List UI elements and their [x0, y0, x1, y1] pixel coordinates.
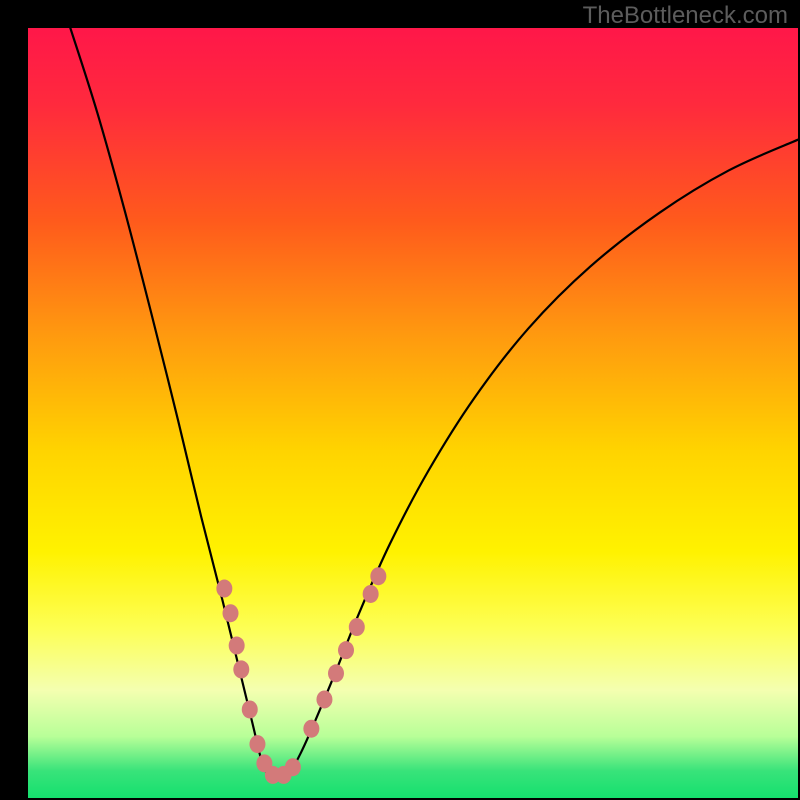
- data-dot: [233, 660, 249, 678]
- chart-svg: [28, 28, 798, 798]
- watermark-text: TheBottleneck.com: [583, 2, 788, 30]
- data-dot: [242, 700, 258, 718]
- data-dot: [249, 735, 265, 753]
- data-dot: [229, 637, 245, 655]
- data-dot: [285, 758, 301, 776]
- data-dot: [363, 585, 379, 603]
- gradient-background: [28, 28, 798, 798]
- data-dot: [328, 664, 344, 682]
- data-dot: [216, 580, 232, 598]
- data-dot: [223, 604, 239, 622]
- data-dot: [316, 690, 332, 708]
- data-dot: [303, 720, 319, 738]
- data-dot: [338, 641, 354, 659]
- chart-container: TheBottleneck.com: [0, 0, 800, 800]
- plot-area: [28, 28, 798, 798]
- data-dot: [349, 618, 365, 636]
- data-dot: [370, 567, 386, 585]
